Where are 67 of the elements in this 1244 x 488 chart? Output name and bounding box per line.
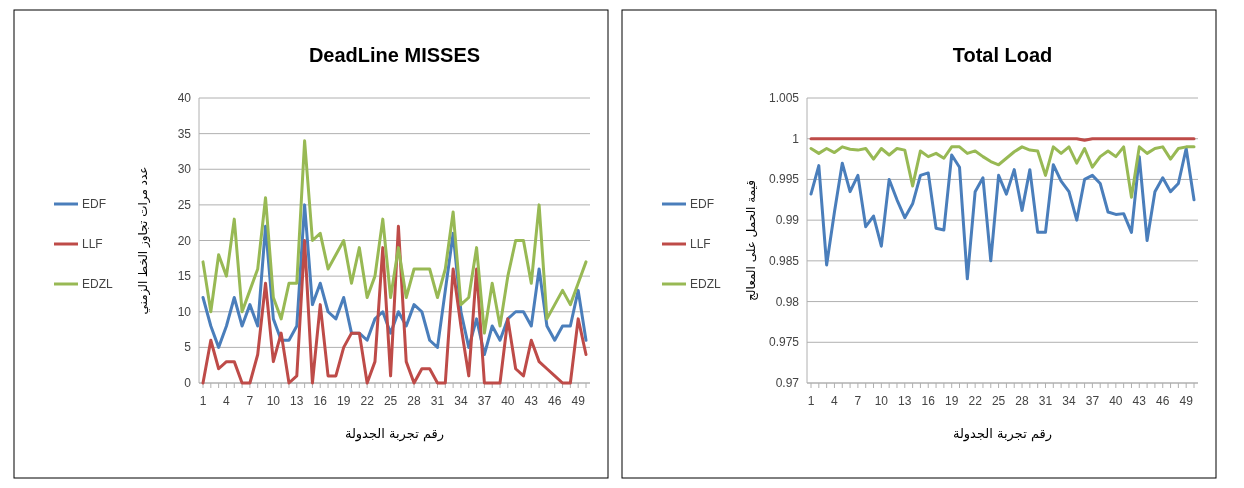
- x-tick-label: 4: [223, 394, 231, 408]
- y-tick-label: 35: [177, 126, 192, 141]
- x-tick-label: 31: [430, 394, 445, 408]
- x-tick-label: 1: [199, 394, 207, 408]
- x-tick-label: 34: [1062, 394, 1076, 408]
- legend-label: LLF: [690, 237, 711, 251]
- x-tick-label: 7: [854, 394, 862, 408]
- x-tick-label: 13: [290, 394, 304, 408]
- y-tick-label: 1: [792, 131, 800, 146]
- x-tick-label: 49: [571, 394, 586, 408]
- y-tick-label: 0.985: [768, 253, 800, 268]
- x-tick-label: 19: [337, 394, 351, 408]
- x-tick-label: 43: [1132, 394, 1147, 408]
- x-tick-label: 28: [1015, 394, 1030, 408]
- x-tick-label: 10: [874, 394, 889, 408]
- y-tick-label: 5: [184, 340, 192, 355]
- x-tick-label: 40: [1109, 394, 1123, 408]
- x-tick-label: 25: [991, 394, 1006, 408]
- x-tick-label: 25: [383, 394, 398, 408]
- x-tick-label: 49: [1179, 394, 1194, 408]
- x-axis-title: رقم تجربة الجدولة: [952, 426, 1053, 442]
- y-axis-title: قيمة الحمل على المعالج: [744, 180, 758, 301]
- y-tick-label: 0.995: [768, 172, 800, 187]
- legend-label: EDF: [82, 197, 106, 211]
- x-axis-title: رقم تجربة الجدولة: [344, 426, 445, 442]
- line-series: [809, 146, 1196, 281]
- x-tick-label: 28: [407, 394, 422, 408]
- x-tick-label: 7: [246, 394, 254, 408]
- x-tick-label: 16: [313, 394, 328, 408]
- y-tick-label: 30: [177, 162, 192, 177]
- line-series: [809, 145, 1196, 199]
- y-tick-label: 10: [177, 304, 192, 319]
- line-series: [201, 139, 588, 335]
- x-tick-label: 19: [945, 394, 959, 408]
- chart-title: Total Load: [952, 44, 1053, 66]
- y-tick-label: 40: [177, 91, 192, 105]
- legend-label: EDZL: [690, 277, 721, 291]
- x-tick-label: 4: [831, 394, 839, 408]
- x-tick-label: 34: [454, 394, 468, 408]
- x-tick-label: 10: [266, 394, 281, 408]
- x-tick-label: 22: [968, 394, 983, 408]
- x-tick-label: 43: [524, 394, 539, 408]
- y-tick-label: 0.97: [775, 376, 800, 390]
- x-tick-label: 1: [807, 394, 815, 408]
- x-tick-label: 46: [548, 394, 562, 408]
- y-tick-label: 15: [177, 269, 192, 284]
- line-series: [201, 203, 588, 356]
- y-tick-label: 0: [184, 376, 192, 390]
- x-tick-label: 37: [1085, 394, 1100, 408]
- x-tick-label: 40: [501, 394, 515, 408]
- legend-label: LLF: [82, 237, 103, 251]
- x-tick-label: 16: [921, 394, 936, 408]
- y-tick-label: 1.005: [768, 91, 800, 105]
- x-tick-label: 13: [898, 394, 912, 408]
- legend-label: EDF: [690, 197, 714, 211]
- y-tick-label: 0.98: [775, 294, 800, 309]
- y-tick-label: 25: [177, 197, 192, 212]
- x-tick-label: 37: [477, 394, 492, 408]
- x-tick-label: 46: [1156, 394, 1170, 408]
- y-axis-title: عدد مرات تجاوز الخط الزمني: [136, 166, 151, 315]
- legend-label: EDZL: [82, 277, 113, 291]
- chart-title: DeadLine MISSES: [308, 44, 481, 66]
- y-tick-label: 0.99: [775, 213, 800, 228]
- x-tick-label: 31: [1038, 394, 1053, 408]
- x-tick-label: 22: [360, 394, 375, 408]
- y-tick-label: 0.975: [768, 335, 800, 350]
- y-tick-label: 20: [177, 233, 192, 248]
